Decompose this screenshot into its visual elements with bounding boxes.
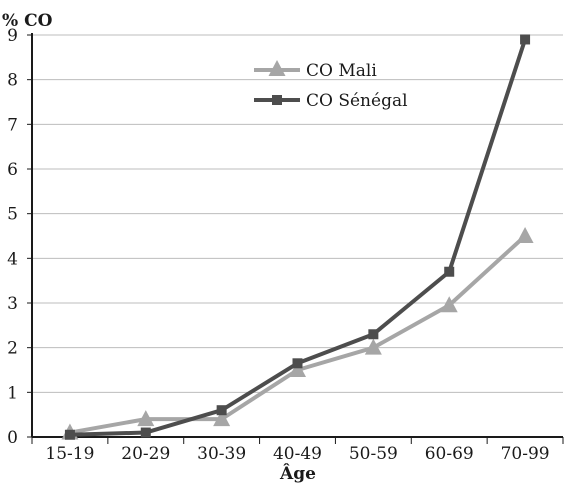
y-tick-label: 9 [7, 26, 18, 46]
data-point-triangle [516, 227, 534, 243]
y-tick-label: 0 [7, 428, 18, 448]
series-mali [61, 227, 534, 440]
legend-triangle-marker [268, 60, 286, 76]
series-line [69, 234, 527, 435]
data-point-square [368, 329, 379, 340]
data-point-square [520, 34, 531, 45]
series-senegal [64, 34, 531, 440]
x-tick-label: 20-29 [121, 444, 170, 464]
y-tick-label: 2 [7, 339, 18, 359]
data-point-square [216, 405, 227, 416]
legend-label-senegal: CO Sénégal [306, 91, 408, 111]
series [61, 34, 534, 440]
x-tick-labels: 15-19 20-29 30-39 40-49 50-59 60-69 70-99 [31, 437, 564, 464]
y-tick-label: 5 [7, 205, 18, 225]
gridlines [32, 34, 563, 393]
legend: CO Mali CO Sénégal [254, 60, 408, 111]
y-tick-label: 8 [7, 71, 18, 91]
y-tick-label: 6 [7, 160, 18, 180]
y-tick-labels: 0 1 2 3 4 5 6 7 8 9 [7, 26, 32, 448]
data-point-square [292, 358, 303, 369]
y-tick-label: 7 [7, 115, 18, 135]
y-tick-label: 1 [7, 383, 18, 403]
data-point-triangle [137, 410, 155, 427]
data-point-triangle [364, 338, 382, 355]
axes [31, 33, 563, 438]
x-tick-label: 60-69 [425, 444, 474, 464]
x-tick-label: 70-99 [501, 444, 550, 464]
legend-item-senegal: CO Sénégal [254, 91, 408, 111]
data-point-square [140, 427, 151, 438]
data-point-triangle [289, 361, 306, 377]
y-tick-label: 3 [7, 294, 18, 314]
x-tick-label: 30-39 [197, 444, 246, 464]
legend-label-mali: CO Mali [306, 61, 377, 81]
x-tick-label: 40-49 [273, 444, 322, 464]
data-point-square [64, 429, 75, 440]
x-tick-label: 50-59 [349, 444, 398, 464]
data-point-triangle [440, 296, 458, 313]
y-tick-label: 4 [7, 249, 18, 269]
legend-item-mali: CO Mali [254, 60, 377, 81]
legend-square-marker [272, 95, 282, 105]
y-axis-title: % CO [2, 11, 53, 31]
x-axis-title: Âge [279, 463, 316, 484]
data-point-triangle [213, 410, 231, 427]
x-tick-label: 15-19 [45, 444, 94, 464]
data-point-square [444, 266, 455, 277]
